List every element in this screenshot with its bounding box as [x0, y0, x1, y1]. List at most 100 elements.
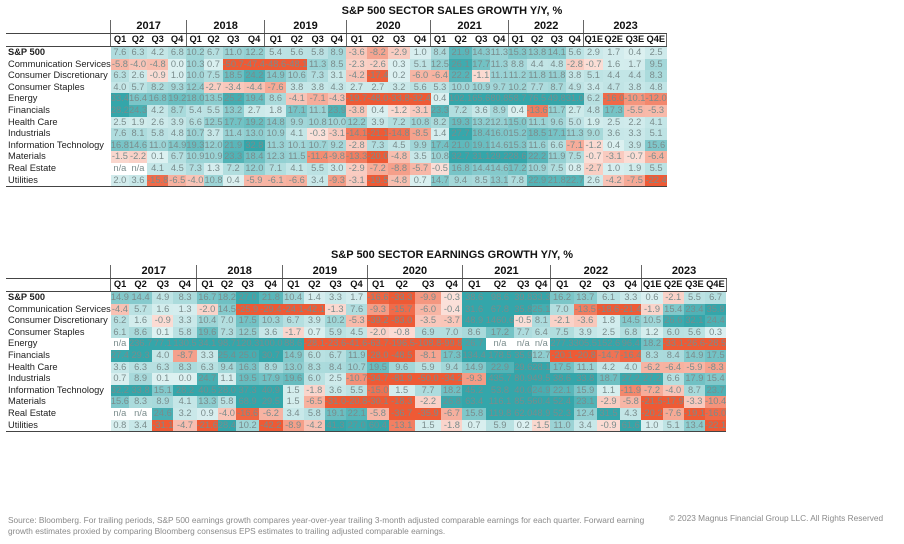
heatmap-cell: -8.9	[282, 419, 304, 433]
quarter-header: Q1	[185, 33, 205, 47]
heatmap-cell: 6.7	[324, 349, 347, 362]
quarter-header-row: Q1 Q2 Q3 Q4 Q1 Q2 Q3 Q4 Q1 Q2 Q3 Q4 Q1 Q2 Q3 Q4 Q1 Q2 Q3 Q4…	[6, 33, 668, 47]
heatmap-cell: 15.3	[508, 139, 527, 152]
heatmap-cell: 10.0	[186, 70, 205, 82]
heatmap-cell: 116.1	[485, 396, 515, 408]
heatmap-cell: 2.6	[147, 116, 169, 129]
heatmap-cell: 22.2	[526, 151, 548, 163]
heatmap-cell: 0.4	[624, 46, 646, 59]
heatmap-cell: 41.3	[324, 419, 347, 433]
quarter-header: Q3	[547, 33, 566, 47]
heatmap-cell: 6.3	[196, 361, 218, 374]
heatmap-cell: 16.8	[147, 93, 169, 105]
heatmap-cell: 10.6	[286, 70, 308, 82]
row-label: Information Technology	[8, 384, 104, 395]
table-row: Materials -1.5 -2.2 0.1 6.7 10.9 10.9 23.3 18.4 1…	[6, 151, 667, 163]
heatmap-cell: 63.4	[462, 396, 486, 408]
heatmap-cell: -16.0	[705, 407, 727, 420]
heatmap-cell: 14.9	[110, 291, 129, 304]
heatmap-cell: -2.7	[583, 162, 604, 175]
heatmap-cell: 6.3	[128, 361, 153, 374]
heatmap-cell: 27.0	[346, 419, 368, 433]
heatmap-cell: -8.3	[705, 361, 727, 374]
heatmap-cell: -10.7	[346, 373, 368, 385]
heatmap-cell: -11.9	[620, 384, 642, 397]
heatmap-cell: -42.1	[303, 303, 325, 316]
quarter-header: Q4	[173, 278, 197, 292]
row-label: Health Care	[8, 116, 58, 127]
heatmap-cell: 0.7	[409, 174, 431, 188]
heatmap-cell: 2.6	[128, 70, 148, 82]
quarter-header: Q1	[110, 33, 129, 47]
quarter-header: Q3E	[683, 278, 706, 292]
heatmap-cell: n/a	[485, 338, 515, 350]
heatmap-cell: 12.2	[243, 46, 265, 59]
heatmap-cell: 6.3	[152, 361, 174, 374]
year-header-row: 2017 2018 2019 2020 2021 2022 2023	[6, 265, 727, 279]
heatmap-cell: 18.4	[472, 128, 491, 140]
earnings-growth-table: 2017 2018 2019 2020 2021 2022 2023 Q1 Q2 Q3 Q4 Q1 Q2…	[6, 265, 727, 433]
quarter-header: Q1	[430, 33, 449, 47]
heatmap-cell: 13.5	[204, 93, 223, 105]
heatmap-cell: -47.4	[243, 58, 265, 71]
heatmap-cell: 21.9	[448, 46, 473, 59]
heatmap-cell: 5.6	[409, 81, 431, 94]
year-header: 2019	[264, 20, 347, 34]
year-header: 2019	[282, 265, 368, 279]
heatmap-cell: 9.9	[286, 116, 308, 129]
heatmap-cell: 33.3	[532, 291, 551, 304]
heatmap-cell: 28.4	[217, 419, 236, 433]
heatmap-cell: 14.9	[462, 361, 486, 374]
heatmap-cell: 9.5	[645, 58, 667, 71]
heatmap-cell: -15.8	[147, 174, 169, 188]
heatmap-cell: 8.3	[173, 361, 197, 374]
heatmap-cell: 5.1	[662, 419, 684, 433]
heatmap-cell: 38.6	[462, 291, 486, 304]
heatmap-cell: 3.6	[324, 384, 347, 397]
heatmap-cell: 3.9	[168, 116, 187, 129]
heatmap-cell: 8.9	[152, 396, 174, 408]
heatmap-cell: 19.2	[243, 116, 265, 129]
heatmap-cell: 3.3	[173, 315, 197, 327]
heatmap-cell: 5.4	[264, 46, 287, 59]
heatmap-cell: 29.6	[514, 361, 533, 374]
year-header: 2021	[430, 20, 509, 34]
heatmap-cell: -4.0	[662, 384, 684, 397]
heatmap-cell: 1.6	[128, 315, 153, 327]
quarter-header: Q3	[152, 278, 174, 292]
heatmap-cell: -48.0	[367, 93, 389, 105]
heatmap-cell: -5.3	[645, 104, 667, 117]
heatmap-cell: 5.5	[204, 104, 223, 117]
row-label: Energy	[8, 93, 38, 104]
heatmap-cell: 8.9	[327, 46, 347, 59]
heatmap-cell: 119.8	[485, 407, 515, 420]
heatmap-cell: 10.2	[235, 419, 260, 433]
heatmap-cell: -2.9	[346, 162, 368, 175]
table-row: Information Technology 16.8 14.6 11.0 14.9 19…	[6, 139, 667, 152]
heatmap-cell: 0.0	[168, 58, 187, 71]
heatmap-cell: 26.8	[441, 396, 463, 408]
heatmap-cell: 4.5	[346, 326, 368, 339]
heatmap-cell: 2.5	[324, 373, 347, 385]
heatmap-cell: 1.2	[641, 326, 663, 339]
year-header: 2017	[110, 265, 197, 279]
heatmap-cell: 5.5	[346, 384, 368, 397]
heatmap-cell: 62.0	[514, 407, 533, 420]
heatmap-cell: -18.6	[596, 303, 621, 316]
heatmap-cell: 1.0	[409, 46, 431, 59]
heatmap-cell: 28.2	[173, 384, 197, 397]
table-row: Consumer Staples 4.0 5.7 8.2 9.3 12.4 -2.7 -3.4…	[6, 81, 667, 94]
heatmap-cell: n/a	[532, 338, 551, 350]
heatmap-cell: 3.7	[204, 128, 223, 140]
heatmap-cell: -21.1	[367, 128, 389, 140]
heatmap-cell: 5.3	[430, 81, 449, 94]
row-label: Consumer Staples	[8, 81, 85, 92]
heatmap-cell: -2.9	[596, 396, 621, 408]
corner-cell	[6, 265, 111, 279]
heatmap-cell: 17.7	[472, 58, 491, 71]
heatmap-cell: 21.8	[547, 174, 566, 188]
heatmap-cell: 33.8	[573, 373, 597, 385]
heatmap-cell: -8.1	[414, 349, 442, 362]
heatmap-cell: 8.9	[259, 361, 283, 374]
quarter-header: Q1	[282, 278, 304, 292]
